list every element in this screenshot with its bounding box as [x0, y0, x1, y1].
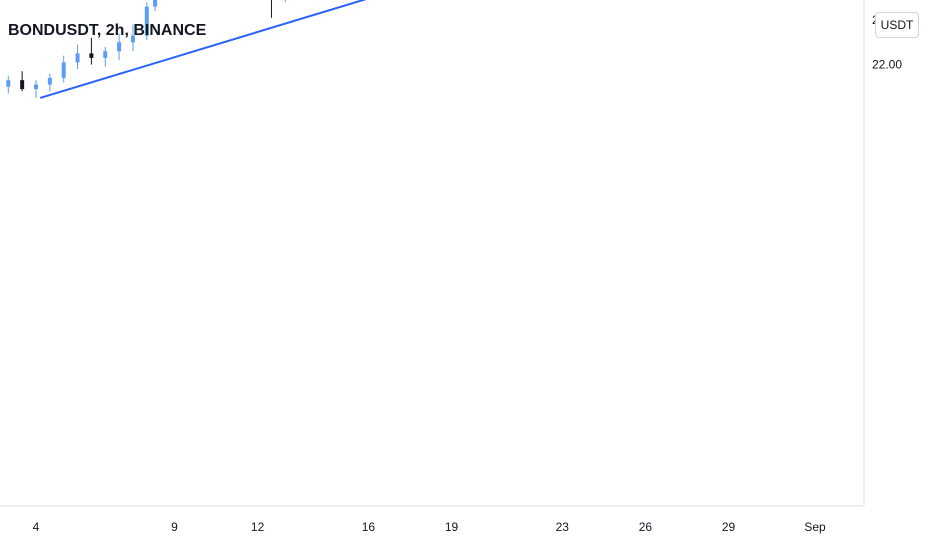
- triangle-lower-trendline[interactable]: [39, 0, 723, 99]
- time-tick-label: 19: [445, 520, 459, 534]
- drawings: 1: [39, 0, 723, 99]
- candle-body: [47, 77, 52, 85]
- candle-body: [89, 53, 94, 58]
- time-tick-label: 26: [639, 520, 653, 534]
- time-axis[interactable]: 4 9 12 16 19 23 26 29 Sep: [33, 520, 826, 534]
- candle-body: [20, 80, 25, 90]
- time-tick-label: Sep: [804, 520, 826, 534]
- candles: [6, 0, 286, 98]
- chart-title: BONDUSDT, 2h, BINANCE: [8, 22, 207, 39]
- time-tick-label: 29: [722, 520, 736, 534]
- candle-body: [130, 35, 135, 43]
- time-tick-label: 12: [251, 520, 265, 534]
- candle-body: [117, 42, 122, 52]
- currency-button[interactable]: USDT: [875, 12, 919, 38]
- time-tick-label: 4: [33, 520, 40, 534]
- time-tick-label: 9: [171, 520, 178, 534]
- candle-body: [34, 84, 38, 90]
- candle-body: [61, 62, 66, 78]
- candle-body: [103, 51, 108, 58]
- candle-body: [6, 80, 11, 87]
- time-tick-label: 16: [362, 520, 376, 534]
- candle-body: [75, 53, 80, 63]
- candle-body: [153, 0, 158, 7]
- price-tick-label: 22.00: [872, 58, 902, 72]
- time-tick-label: 23: [556, 520, 570, 534]
- candle-body: [144, 6, 149, 36]
